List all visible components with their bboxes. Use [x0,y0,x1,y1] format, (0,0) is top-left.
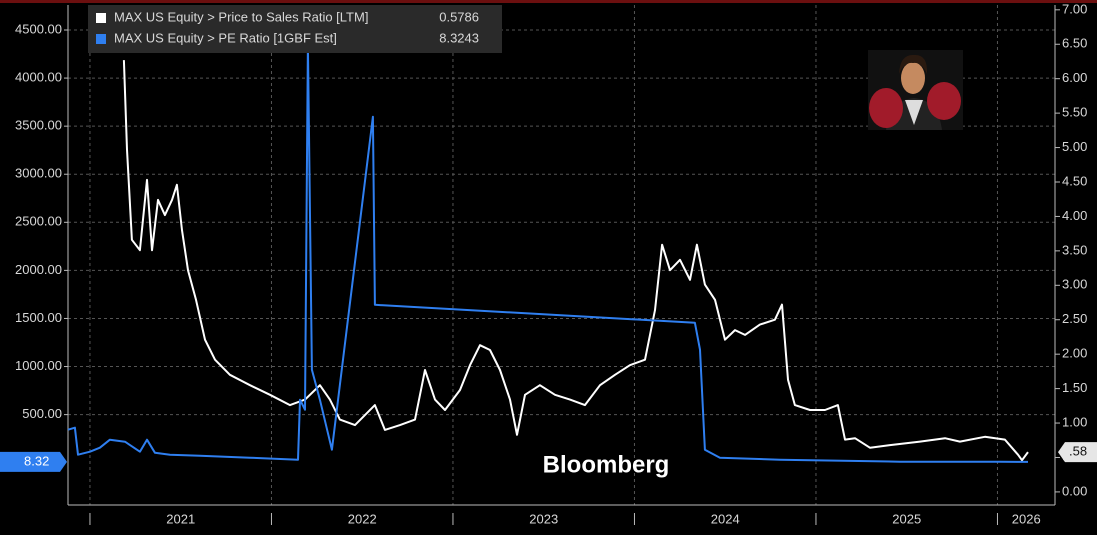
avatar-hair [899,54,928,74]
y-tick-label: 3500.00 [15,118,62,133]
lines-layer [67,43,1029,463]
top-border [0,0,1097,3]
legend-label: MAX US Equity > Price to Sales Ratio [LT… [114,9,368,24]
tag-shape [0,451,67,472]
y2-tick-label: 2.50 [1062,311,1087,326]
legend-swatch [96,13,106,23]
legend-swatch [96,34,106,44]
y2-tick-label: 7.00 [1062,1,1087,16]
avatar-shirt [905,100,923,125]
avatar-glove-right [927,82,961,120]
avatar-glove-left [869,88,903,128]
legend-value: 8.3243 [439,30,479,45]
tag-shape [1058,442,1097,463]
y2-tick-label: 3.00 [1062,277,1087,292]
y2-tick-label: 3.50 [1062,242,1087,257]
y-tick-label: 2000.00 [15,262,62,277]
y-tick-label: 4500.00 [15,21,62,36]
watermark: Bloomberg [543,451,670,478]
y2-tick-label: 1.50 [1062,380,1087,395]
y2-tick-label: 1.00 [1062,414,1087,429]
x-tick-label: 2024 [711,511,740,526]
axes: 500.00 1000.00 1500.00 2000.00 2500.00 3000.0… [15,1,1087,526]
avatar-face [901,62,925,94]
y-tick-label: 2500.00 [15,214,62,229]
series-line [67,43,1029,463]
x-tick-label: 2021 [166,511,195,526]
x-tick-label: 2025 [892,511,921,526]
y-tick-label: 4000.00 [15,70,62,85]
x-tick-label: 2023 [529,511,558,526]
legend-value: 0.5786 [439,9,479,24]
y2-tick-label: 5.00 [1062,139,1087,154]
tag-label: .58 [1069,444,1087,459]
y2-tick-label: 5.50 [1062,105,1087,120]
y2-tick-label: 2.00 [1062,346,1087,361]
legend-label: MAX US Equity > PE Ratio [1GBF Est] [114,30,337,45]
y2-tick-label: 4.00 [1062,208,1087,223]
y2-tick-label: 6.00 [1062,70,1087,85]
avatar [868,50,963,130]
y-tick-label: 1500.00 [15,310,62,325]
legend-box [88,5,502,53]
last-value-tag: .58 [1058,442,1097,463]
y2-tick-label: 0.00 [1062,483,1087,498]
x-tick-label: 2022 [348,511,377,526]
y-tick-label: 3000.00 [15,166,62,181]
tag-label: 8.32 [24,453,49,468]
last-value-tag: 8.32 [0,451,67,472]
y-tick-label: 1000.00 [15,358,62,373]
y-tick-label: 500.00 [22,406,62,421]
tags: .58 8.32 [0,442,1097,472]
series-line [122,60,1029,462]
y2-tick-label: 4.50 [1062,173,1087,188]
legend: MAX US Equity > Price to Sales Ratio [LT… [88,5,502,53]
y2-tick-label: 6.50 [1062,36,1087,51]
x-tick-label: 2026 [1012,511,1041,526]
